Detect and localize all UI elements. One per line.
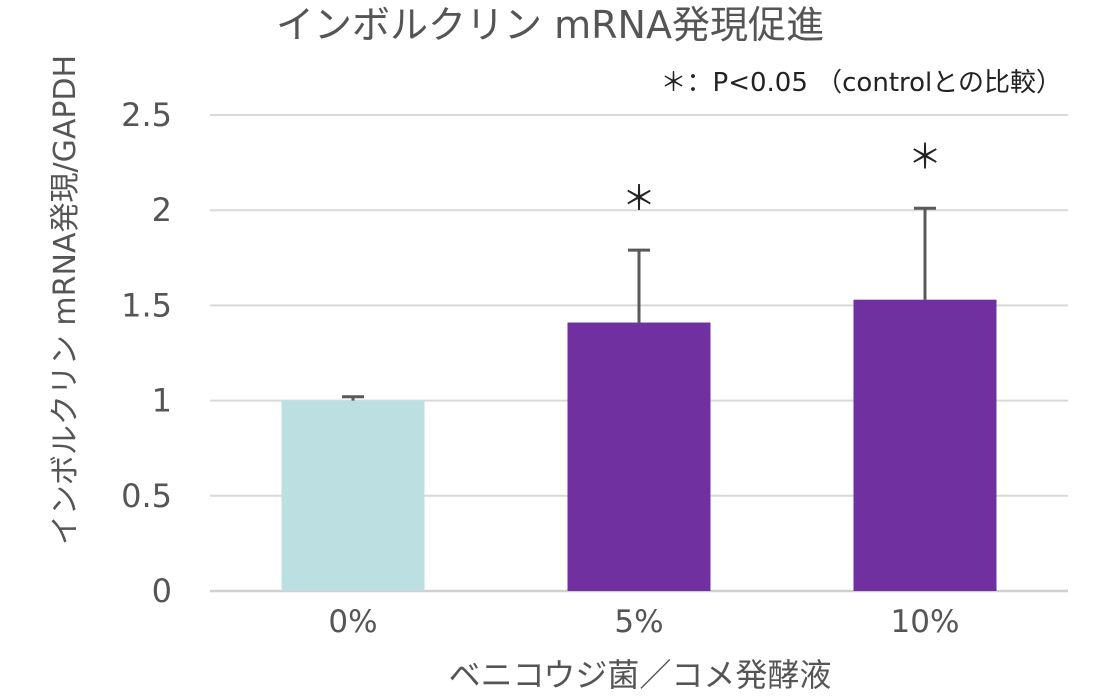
y-tick-label: 1.5 xyxy=(121,286,172,324)
y-tick-label: 1 xyxy=(152,382,172,420)
x-tick-label: 10% xyxy=(891,604,960,640)
bars xyxy=(281,299,997,591)
x-tick-label: 5% xyxy=(614,604,663,640)
y-tick-label: 0.5 xyxy=(121,477,172,515)
significance-star: ＊ xyxy=(622,179,656,219)
significance-marks: ＊＊ xyxy=(622,137,942,219)
x-tick-label: 0% xyxy=(328,604,377,640)
significance-star: ＊ xyxy=(908,137,942,177)
y-tick-label: 0 xyxy=(152,572,172,610)
significance-note: ＊：P<0.05 （controlとの比較） xyxy=(660,68,1062,98)
bar xyxy=(567,322,711,591)
bar xyxy=(281,400,425,591)
y-tick-label: 2 xyxy=(152,191,172,229)
x-tick-labels: 0% 5% 10% xyxy=(328,604,959,640)
bar xyxy=(853,299,997,591)
y-tick-labels: 0 0.5 1 1.5 2 2.5 xyxy=(121,96,172,610)
x-axis-label: ベニコウジ菌／コメ発酵液 xyxy=(448,656,832,694)
chart-title: インボルクリン mRNA発現促進 xyxy=(276,3,824,47)
error-bars xyxy=(342,206,936,401)
y-tick-label: 2.5 xyxy=(121,96,172,134)
